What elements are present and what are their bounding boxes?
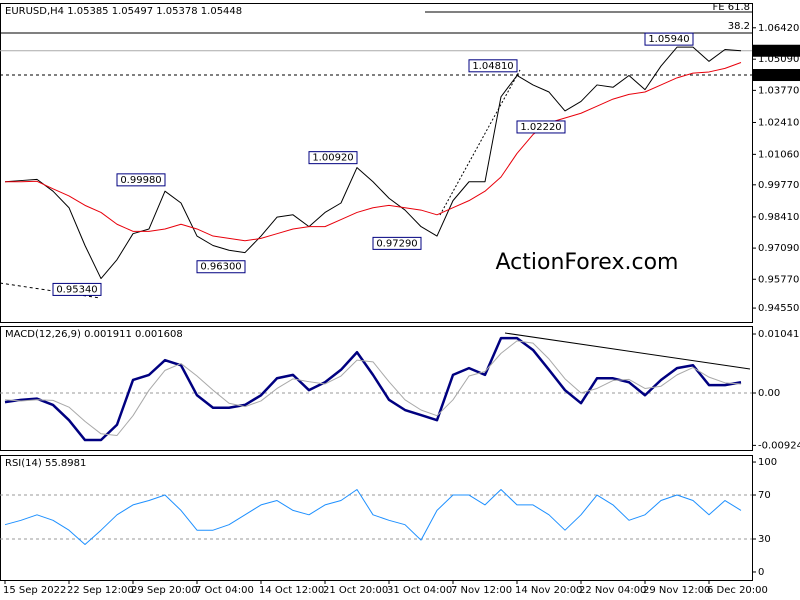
annotation-box (516, 120, 566, 134)
y-tick-label: 100 (758, 457, 777, 468)
annotation-box (116, 173, 166, 187)
annotation-label: 1.05940 (648, 34, 689, 45)
y-tick-label: 1.01060 (758, 149, 799, 160)
watermark: ActionForex.com (496, 250, 679, 275)
annotation-label: 0.99980 (120, 175, 161, 186)
y-tick-label: 1.02410 (758, 117, 799, 128)
x-tick-label: 7 Nov 12:00 (451, 585, 512, 596)
y-tick-label: 0 (758, 567, 764, 578)
y-tick-label: 0.00 (758, 388, 780, 399)
macd-trendline (504, 332, 751, 370)
annotation-label: 1.04810 (472, 61, 513, 72)
x-tick-label: 15 Sep 2022 (3, 585, 66, 596)
y-tick-label: 0.98410 (758, 212, 799, 223)
annotation-label: 1.02220 (520, 122, 561, 133)
fe-label: FE 61.8 (712, 2, 750, 13)
series-line (4, 489, 742, 545)
price-box-label: 1.04420 (756, 70, 797, 81)
x-tick-label: 29 Sep 20:00 (131, 585, 198, 596)
price-panel (0, 3, 753, 323)
annotation-label: 0.97290 (376, 238, 417, 249)
fe-base-line (439, 69, 521, 216)
annotation-label: 0.95340 (56, 284, 97, 295)
panel-title: MACD(12,26,9) 0.001911 0.001608 (5, 329, 183, 340)
annotation-box (644, 32, 694, 46)
annotation-label: 0.96300 (200, 262, 241, 273)
y-tick-label: 70 (758, 490, 771, 501)
x-tick-label: 6 Dec 20:00 (707, 585, 768, 596)
panel-title: EURUSD,H4 1.05385 1.05497 1.05378 1.0544… (5, 6, 242, 17)
fe-label: 38.2 (728, 21, 750, 32)
annotation-box (372, 236, 422, 250)
y-tick-label: 1.06420 (758, 23, 799, 34)
x-tick-label: 22 Nov 04:00 (579, 585, 646, 596)
series-line (4, 340, 742, 436)
annotation-box (468, 59, 518, 73)
price-box (753, 69, 800, 82)
annotation-label: 1.00920 (312, 153, 353, 164)
y-tick-label: 1.03770 (758, 85, 799, 96)
series-line (4, 46, 742, 280)
x-tick-label: 22 Sep 12:00 (67, 585, 134, 596)
x-tick-label: 14 Oct 12:00 (259, 585, 324, 596)
annotation-box (52, 282, 102, 296)
y-tick-label: 0.99770 (758, 180, 799, 191)
y-tick-label: 0.94550 (758, 303, 799, 314)
y-tick-label: 1.05090 (758, 54, 799, 65)
price-box-label: 1.05448 (756, 46, 797, 57)
y-tick-label: -0.009244 (758, 440, 800, 451)
macd-panel (0, 326, 753, 451)
x-tick-label: 29 Nov 12:00 (643, 585, 710, 596)
panel-title: RSI(14) 55.8981 (5, 458, 86, 469)
y-tick-label: 0.010415 (758, 329, 800, 340)
annotation-box (308, 151, 358, 165)
price-box (753, 44, 800, 57)
series-line (5, 62, 742, 242)
y-tick-label: 30 (758, 534, 771, 545)
series-line (4, 336, 742, 442)
rsi-panel (0, 455, 753, 581)
y-tick-label: 0.95770 (758, 274, 799, 285)
x-tick-label: 14 Nov 20:00 (515, 585, 582, 596)
x-tick-label: 31 Oct 04:00 (387, 585, 452, 596)
x-tick-label: 7 Oct 04:00 (195, 585, 254, 596)
x-tick-label: 21 Oct 20:00 (323, 585, 388, 596)
annotation-box (196, 260, 246, 274)
y-tick-label: 0.97090 (758, 243, 799, 254)
